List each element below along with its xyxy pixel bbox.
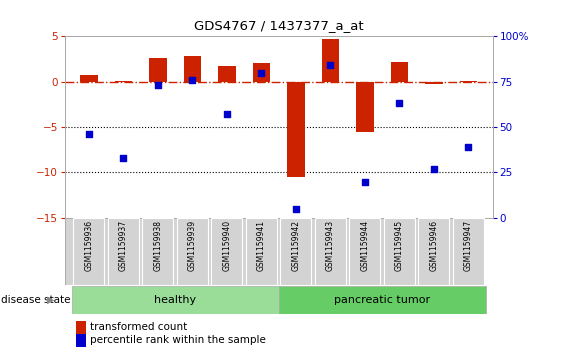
Bar xyxy=(81,75,97,82)
Point xyxy=(188,77,197,83)
Text: GSM1159939: GSM1159939 xyxy=(188,220,197,271)
Text: ▶: ▶ xyxy=(47,295,55,305)
Text: healthy: healthy xyxy=(154,295,196,305)
Bar xyxy=(453,218,484,285)
Text: pancreatic tumor: pancreatic tumor xyxy=(334,295,430,305)
Bar xyxy=(279,286,486,314)
Bar xyxy=(72,286,279,314)
Bar xyxy=(418,218,449,285)
Text: GSM1159938: GSM1159938 xyxy=(153,220,162,271)
Bar xyxy=(73,218,104,285)
Text: GSM1159942: GSM1159942 xyxy=(292,220,301,271)
Point xyxy=(360,179,369,184)
Bar xyxy=(142,218,173,285)
Point xyxy=(430,166,439,172)
Bar xyxy=(356,82,374,132)
Bar xyxy=(177,218,208,285)
Bar xyxy=(184,56,201,82)
Text: GSM1159943: GSM1159943 xyxy=(326,220,335,271)
Bar xyxy=(315,218,346,285)
Text: GSM1159940: GSM1159940 xyxy=(222,220,231,271)
Bar xyxy=(322,39,339,82)
Bar xyxy=(391,62,408,82)
Bar xyxy=(218,66,235,82)
Bar xyxy=(425,82,443,85)
Bar xyxy=(460,81,477,82)
Point xyxy=(153,82,162,88)
Bar xyxy=(211,218,243,285)
Bar xyxy=(246,218,277,285)
Bar xyxy=(350,218,381,285)
Title: GDS4767 / 1437377_a_at: GDS4767 / 1437377_a_at xyxy=(194,19,364,32)
Point xyxy=(119,155,128,161)
Bar xyxy=(287,82,305,177)
Point xyxy=(326,62,335,68)
Bar xyxy=(108,218,139,285)
Point xyxy=(464,144,473,150)
Text: transformed count: transformed count xyxy=(90,322,187,333)
Text: GSM1159947: GSM1159947 xyxy=(464,220,473,271)
Point xyxy=(84,131,93,137)
Bar xyxy=(115,81,132,82)
Text: GSM1159936: GSM1159936 xyxy=(84,220,93,271)
Text: GSM1159941: GSM1159941 xyxy=(257,220,266,271)
Text: disease state: disease state xyxy=(1,295,70,305)
Text: GSM1159937: GSM1159937 xyxy=(119,220,128,271)
Bar xyxy=(253,62,270,82)
Text: GSM1159945: GSM1159945 xyxy=(395,220,404,271)
Text: percentile rank within the sample: percentile rank within the sample xyxy=(90,335,266,345)
Point xyxy=(222,111,231,117)
Point xyxy=(257,70,266,76)
Text: GSM1159946: GSM1159946 xyxy=(430,220,439,271)
Text: GSM1159944: GSM1159944 xyxy=(360,220,369,271)
Bar xyxy=(384,218,415,285)
Bar xyxy=(149,58,167,82)
Bar xyxy=(280,218,311,285)
Point xyxy=(292,206,301,212)
Point xyxy=(395,101,404,106)
